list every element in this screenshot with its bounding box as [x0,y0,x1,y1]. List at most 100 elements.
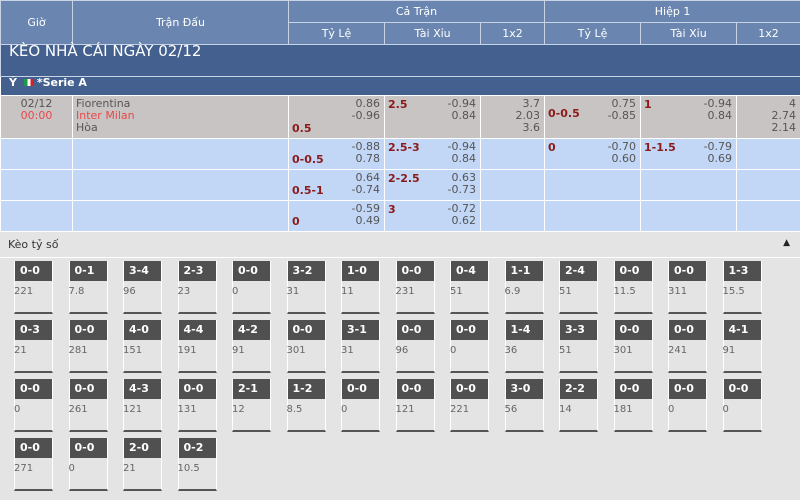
odds-home[interactable]: 3.7 [522,97,541,110]
score-label: 0-0 [396,379,434,399]
score-tile[interactable]: 3-3 51 [559,320,598,373]
odds[interactable]: -0.94 [703,97,733,110]
score-tile[interactable]: 0-0 96 [395,320,435,373]
col-ty-le: Tỷ Lệ [288,22,385,45]
score-tile[interactable]: 3-4 96 [123,261,162,314]
score-odds: 8.5 [286,404,303,415]
score-tile[interactable]: 1-1 6.9 [504,261,544,314]
col-1x2: 1x2 [479,22,546,45]
odds[interactable]: -0.73 [447,183,476,196]
odds[interactable]: 0.49 [355,214,381,227]
score-tile[interactable]: 0-0 301 [613,320,653,373]
score-tile[interactable]: 0-0 0 [14,379,53,432]
away-team[interactable]: Inter Milan [76,109,135,122]
score-tile[interactable]: 1-0 11 [341,261,380,314]
col-hiep1: Hiệp 1 [544,0,800,23]
odds[interactable]: -0.59 [351,202,380,215]
score-tile[interactable]: 4-2 91 [232,320,271,373]
score-tile[interactable]: 0-0 0 [722,379,762,432]
score-label: 4-2 [233,320,270,340]
score-tile[interactable]: 0-0 121 [395,379,435,432]
odds[interactable]: 0.78 [355,152,381,165]
odds[interactable]: 0.75 [611,97,637,110]
score-odds: 10.5 [177,463,200,474]
score-tile[interactable]: 0-2 10.5 [177,438,217,491]
score-tile[interactable]: 0-0 241 [668,320,707,373]
odds[interactable]: 0.86 [355,97,381,110]
odds[interactable]: 0.62 [451,214,477,227]
score-tile[interactable]: 1-4 36 [504,320,544,373]
odds-away[interactable]: 2.03 [515,109,541,122]
score-tile[interactable]: 2-2 14 [559,379,598,432]
odds[interactable]: 0.64 [355,171,381,184]
score-tile[interactable]: 0-0 0 [341,379,380,432]
score-tile[interactable]: 0-4 51 [450,261,489,314]
score-label: 1-1 [505,261,543,281]
keo-ty-so-header[interactable]: Kèo tỷ số ▲ [0,232,800,258]
line: 1-1.5 [644,141,676,154]
score-tile[interactable]: 0-0 231 [395,261,435,314]
score-tile[interactable]: 3-0 56 [504,379,544,432]
score-tile[interactable]: 0-0 271 [14,438,53,491]
odds[interactable]: -0.94 [447,97,476,110]
odds[interactable]: -0.70 [607,140,637,153]
odds[interactable]: -0.74 [351,183,380,196]
score-tile[interactable]: 2-0 21 [123,438,162,491]
odds[interactable]: -0.96 [351,109,380,122]
score-tile[interactable]: 0-3 21 [14,320,53,373]
odds-draw[interactable]: 3.6 [522,121,541,134]
score-tile[interactable]: 0-0 0 [450,320,489,373]
score-tile[interactable]: 1-3 15.5 [722,261,762,314]
score-tile[interactable]: 0-0 221 [14,261,53,314]
score-tile[interactable]: 2-3 23 [177,261,217,314]
score-tile[interactable]: 4-1 91 [722,320,762,373]
odds[interactable]: 0.84 [707,109,733,122]
score-tile[interactable]: 0-0 221 [450,379,489,432]
odds[interactable]: 0.84 [451,109,477,122]
caret-up-icon[interactable]: ▲ [783,238,790,248]
odds[interactable]: -0.79 [703,140,733,153]
score-tile[interactable]: 0-0 0 [668,379,707,432]
score-tile[interactable]: 0-0 181 [613,379,653,432]
score-tile[interactable]: 1-2 8.5 [286,379,326,432]
odds[interactable]: 0.63 [451,171,477,184]
odds[interactable]: 0.84 [451,152,477,165]
score-odds: 281 [68,345,88,356]
score-odds: 11 [341,286,354,297]
score-odds: 191 [177,345,197,356]
score-tile[interactable]: 0-0 301 [286,320,326,373]
score-tile[interactable]: 3-2 31 [286,261,326,314]
odds-draw[interactable]: 2.14 [771,121,797,134]
league-row[interactable]: Ý *Serie A [0,76,800,96]
score-tile[interactable]: 0-0 311 [668,261,707,314]
odds[interactable]: -0.85 [607,109,637,122]
score-label: 4-3 [124,379,161,399]
score-tile[interactable]: 3-1 31 [341,320,380,373]
score-tile[interactable]: 4-4 191 [177,320,217,373]
home-team[interactable]: Fiorentina [76,97,131,110]
score-tile[interactable]: 0-0 281 [68,320,108,373]
score-tile[interactable]: 2-4 51 [559,261,598,314]
score-label: 0-3 [15,320,52,340]
score-tile[interactable]: 0-0 261 [68,379,108,432]
score-tile[interactable]: 0-0 0 [232,261,271,314]
score-odds: 91 [232,345,245,356]
score-label: 2-2 [560,379,597,399]
odds[interactable]: -0.94 [447,140,476,153]
score-tile[interactable]: 0-0 131 [177,379,217,432]
odds-home[interactable]: 4 [789,97,797,110]
score-odds: 121 [395,404,415,415]
hdp-line: 0-0.5 [548,107,580,120]
score-label: 0-0 [396,320,434,340]
score-tile[interactable]: 0-0 11.5 [613,261,653,314]
score-tile[interactable]: 4-3 121 [123,379,162,432]
odds[interactable]: 0.69 [707,152,733,165]
score-tile[interactable]: 4-0 151 [123,320,162,373]
score-tile[interactable]: 0-0 0 [68,438,108,491]
odds[interactable]: 0.60 [611,152,637,165]
score-tile[interactable]: 0-1 7.8 [68,261,108,314]
score-tile[interactable]: 2-1 12 [232,379,271,432]
odds-away[interactable]: 2.74 [771,109,797,122]
odds[interactable]: -0.72 [447,202,476,215]
odds[interactable]: -0.88 [351,140,380,153]
